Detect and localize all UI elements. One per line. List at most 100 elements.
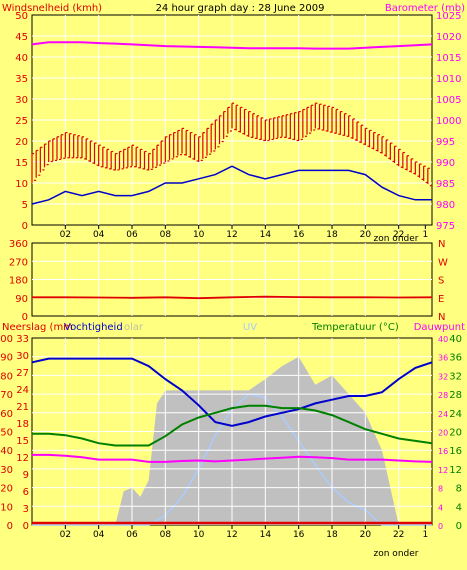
x-tick-label: 20 (360, 530, 372, 540)
chart-title: 24 hour graph day : 28 June 2009 (156, 3, 325, 14)
wind-tick-label: 20 (15, 137, 28, 148)
temperature-tick-label: 28 (449, 390, 462, 401)
humidity-tick-label: 10 (0, 502, 13, 513)
x-tick-label: 16 (293, 530, 305, 540)
barometer-tick-label: 1020 (436, 32, 461, 43)
dewpoint-tick-label: 16 (438, 447, 448, 456)
dewpoint-axis-title: Dauwpunt (414, 322, 465, 333)
barometer-tick-label: 985 (436, 179, 455, 190)
x-tick-label: 22 (393, 230, 404, 240)
rain-tick-label: 0 (23, 521, 29, 532)
humidity-tick-label: 80 (0, 371, 13, 382)
x-tick-label: 10 (193, 230, 205, 240)
x-tick-label: 14 (260, 230, 272, 240)
dewpoint-tick-label: 4 (438, 503, 443, 512)
rain-tick-label: 9 (23, 470, 29, 481)
temperature-line (32, 404, 433, 447)
humidity-axis-title: Vochtigheid (64, 322, 123, 333)
dewpoint-tick-label: 32 (438, 372, 448, 381)
barometer-tick-label: 1015 (436, 53, 461, 64)
x-tick-label: 18 (326, 530, 338, 540)
average-wind-line (31, 165, 432, 205)
barometer-tick-label: 975 (436, 221, 455, 232)
x-tick-label: 06 (126, 230, 138, 240)
barometer-tick-label: 1000 (436, 116, 461, 127)
x-tick-label: 04 (93, 230, 105, 240)
wind-barometer-series (31, 41, 433, 205)
compass-label: N (438, 239, 445, 250)
dewpoint-tick-label: 40 (438, 335, 448, 344)
rain-tick-label: 6 (23, 487, 29, 498)
wind-tick-label: 5 (22, 200, 28, 211)
temperature-tick-label: 0 (456, 521, 462, 532)
humidity-tick-label: 40 (0, 446, 13, 457)
uv-axis-title: UV (243, 322, 257, 333)
temperature-tick-label: 24 (449, 409, 462, 420)
humidity-tick-label: 20 (0, 484, 13, 495)
rain-tick-label: 18 (16, 419, 29, 430)
solar-axis-title: olar (124, 322, 144, 333)
rain-tick-label: 30 (16, 351, 29, 362)
direction-series (32, 295, 433, 300)
dewpoint-tick-label: 36 (438, 354, 448, 363)
temperature-tick-label: 36 (449, 353, 462, 364)
wind-tick-labels: 0 5 10 15 20 25 30 35 40 45 50 (15, 11, 28, 232)
compass-label: W (438, 257, 448, 268)
x-tick-label: 04 (93, 530, 105, 540)
temperature-axis-title: Temperatuur (°C) (311, 322, 399, 333)
temperature-tick-label: 16 (449, 446, 462, 457)
temperature-tick-label: 32 (449, 371, 462, 382)
wind-tick-label: 35 (15, 74, 28, 85)
dewpoint-tick-label: 20 (438, 429, 448, 438)
dewpoint-tick-label: 28 (438, 391, 448, 400)
barometer-tick-label: 1010 (436, 74, 461, 85)
humidity-tick-label: 60 (0, 409, 13, 420)
barometer-line (31, 41, 433, 50)
rain-tick-label: 24 (16, 385, 29, 396)
temperature-tick-label: 8 (456, 484, 462, 495)
wind-direction-line (32, 295, 433, 300)
temperature-tick-label: 4 (456, 502, 462, 513)
compass-label: E (438, 294, 444, 305)
compass-label: N (438, 312, 445, 323)
climate-series (31, 357, 433, 525)
direction-degree-label: 90 (15, 294, 28, 305)
dewpoint-tick-label: 8 (438, 485, 443, 494)
rain-axis-title: Neerslag (mm (2, 322, 73, 333)
humidity-tick-label: 0 (7, 521, 13, 532)
rain-tick-label: 33 (16, 334, 29, 345)
humidity-tick-labels: 0 10 20 30 40 50 60 70 80 90 100 (0, 334, 13, 532)
compass-label: S (438, 276, 444, 287)
time-tick-labels: 02 04 06 08 10 12 14 16 18 20 22 1 (60, 225, 428, 240)
wind-tick-label: 0 (22, 221, 28, 232)
rain-tick-labels: 0 3 6 9 12 15 18 21 24 27 30 33 (16, 334, 29, 532)
gridlines (32, 338, 432, 525)
rain-tick-label: 27 (16, 368, 29, 379)
x-tick-label: 1 (422, 530, 428, 540)
time-tick-labels: 02 04 06 08 10 12 14 16 18 20 22 1 (60, 525, 428, 540)
direction-degree-labels: 0 90 180 270 360 (9, 239, 28, 323)
direction-degree-label: 270 (9, 257, 28, 268)
barometer-tick-label: 995 (436, 137, 455, 148)
temperature-tick-label: 12 (449, 465, 462, 476)
direction-degree-label: 0 (22, 312, 28, 323)
x-tick-label: 06 (126, 530, 138, 540)
wind-tick-label: 30 (15, 95, 28, 106)
wind-tick-label: 50 (15, 11, 28, 22)
barometer-tick-label: 1025 (436, 11, 461, 22)
wind-tick-label: 45 (15, 32, 28, 43)
x-tick-label: 08 (160, 230, 172, 240)
x-tick-label: 22 (393, 530, 404, 540)
x-tick-label: 02 (60, 230, 71, 240)
wind-tick-label: 25 (15, 116, 28, 127)
wind-tick-label: 15 (15, 158, 28, 169)
barometer-tick-label: 980 (436, 200, 455, 211)
x-tick-label: 20 (360, 230, 372, 240)
x-tick-label: 14 (260, 530, 272, 540)
x-tick-label: 12 (226, 230, 237, 240)
